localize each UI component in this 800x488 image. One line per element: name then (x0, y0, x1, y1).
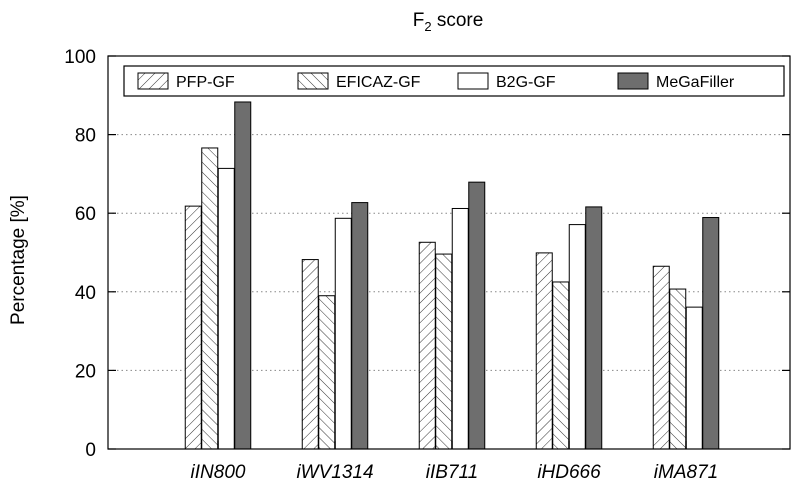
bar-b2g-gf-iib711 (451, 207, 469, 450)
legend-label-pfp-gf: PFP-GF (176, 74, 235, 91)
legend-box (123, 65, 785, 97)
bar-megafiller-iib711 (468, 181, 486, 450)
legend-swatch-b2g-gf (457, 72, 489, 90)
y-axis-ticks: 0 20 40 60 80 100 (64, 47, 790, 461)
bar-eficaz-gf-iwv1314 (318, 295, 336, 450)
bar-eficaz-gf-iib711 (435, 253, 453, 450)
plot-frame (107, 55, 791, 450)
y-axis-label: Percentage [%] (8, 195, 29, 325)
bar-megafiller-ima871 (702, 217, 720, 450)
x-tick-label: iIN800 (191, 462, 246, 483)
bar-eficaz-gf-iin800 (201, 147, 219, 450)
chart-title: F2 score (413, 10, 484, 34)
x-tick-label: iHD666 (537, 462, 601, 483)
legend-swatch-eficaz-gf (297, 72, 329, 90)
x-tick-label: iWV1314 (296, 462, 373, 483)
y-tick-label: 60 (75, 204, 96, 225)
legend-label-eficaz-gf: EFICAZ-GF (336, 74, 421, 91)
x-axis-labels: iIN800 iWV1314 iIB711 iHD666 iMA871 (191, 441, 718, 483)
bar-b2g-gf-iwv1314 (334, 217, 352, 450)
bar-b2g-gf-ima871 (685, 306, 703, 450)
legend-swatch-megafiller (617, 72, 649, 90)
bar-b2g-gf-ihd666 (568, 224, 586, 450)
bar-megafiller-iwv1314 (351, 202, 369, 450)
bars (184, 101, 720, 450)
y-tick-label: 40 (75, 283, 96, 304)
y-tick-label: 80 (75, 126, 96, 147)
bar-pfp-gf-iib711 (418, 241, 436, 450)
bar-eficaz-gf-ima871 (669, 288, 687, 450)
bar-b2g-gf-iin800 (217, 167, 235, 450)
bar-pfp-gf-iin800 (184, 205, 202, 450)
y-tick-label: 20 (75, 361, 96, 382)
x-tick-label: iMA871 (654, 462, 718, 483)
legend: PFP-GF EFICAZ-GF B2G-GF MeGaFiller (123, 65, 785, 97)
bar-eficaz-gf-ihd666 (552, 281, 570, 450)
bar-megafiller-iin800 (234, 101, 252, 450)
bar-pfp-gf-iwv1314 (301, 259, 319, 450)
bar-pfp-gf-ima871 (652, 265, 670, 450)
legend-swatch-pfp-gf (137, 72, 169, 90)
y-tick-label: 0 (85, 440, 96, 461)
bar-pfp-gf-ihd666 (535, 252, 553, 450)
legend-items: PFP-GF EFICAZ-GF B2G-GF MeGaFiller (137, 72, 735, 91)
y-tick-label: 100 (64, 47, 96, 68)
bar-megafiller-ihd666 (585, 206, 603, 450)
legend-label-b2g-gf: B2G-GF (496, 74, 556, 91)
x-tick-label: iIB711 (426, 462, 478, 483)
legend-label-megafiller: MeGaFiller (656, 74, 735, 91)
